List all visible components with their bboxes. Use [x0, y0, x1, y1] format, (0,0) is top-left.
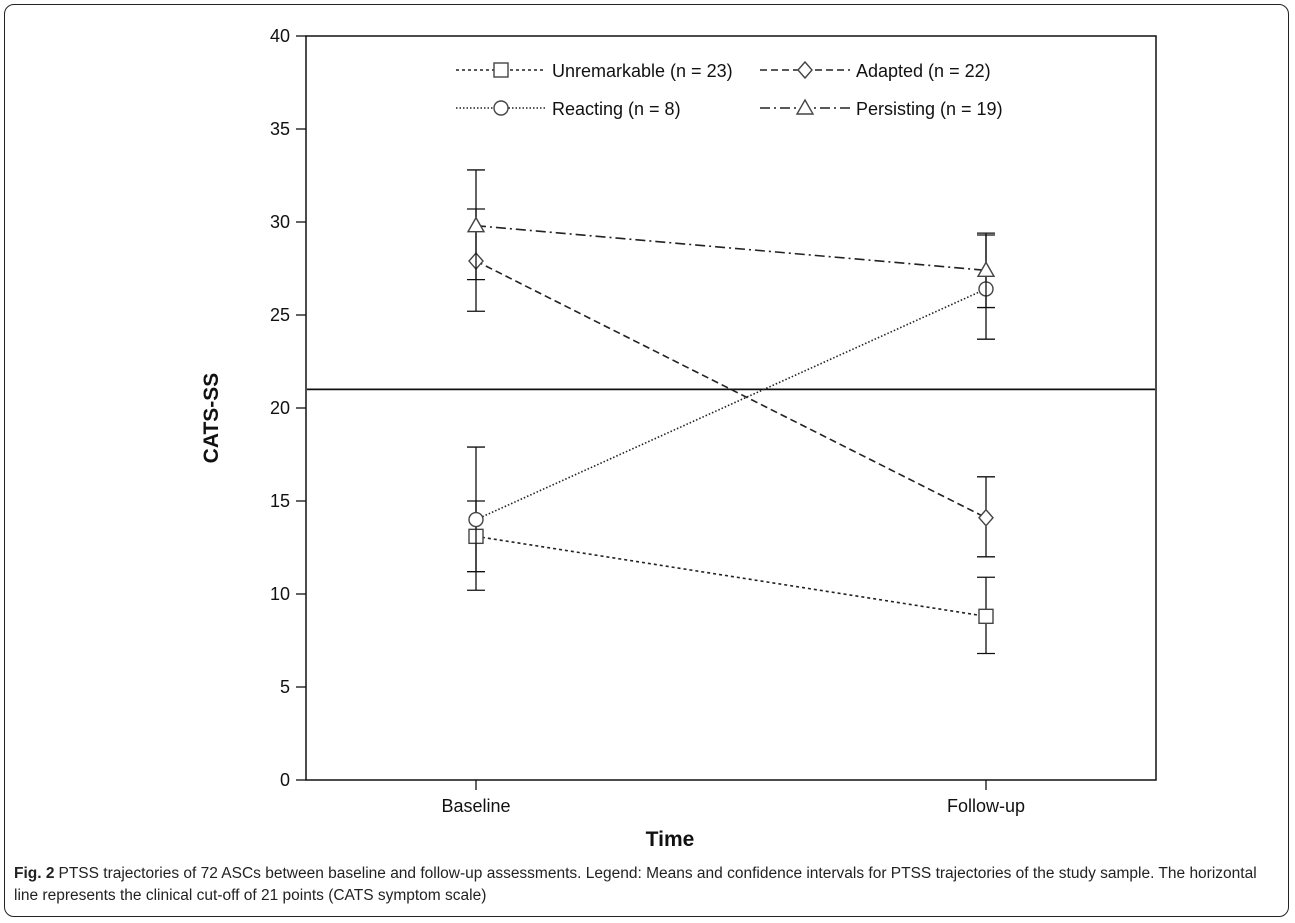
point-1-1	[978, 508, 994, 527]
y-tick-label-20: 20	[270, 398, 290, 418]
series-line-3	[475, 224, 987, 272]
legend-label-0: Unremarkable (n = 23)	[552, 61, 733, 81]
y-tick-label-5: 5	[280, 677, 290, 697]
legend-item-2: Reacting (n = 8)	[456, 99, 681, 119]
plot-frame	[305, 35, 1157, 781]
y-tick-label-40: 40	[270, 26, 290, 46]
x-tick-label-0: Baseline	[441, 796, 510, 816]
line-chart: 0 5 10 15 20 25 30 35 40 Baseline Follow-up Unrema…	[200, 26, 1157, 851]
point-2-0	[468, 511, 484, 528]
x-tick-label-1: Follow-up	[947, 796, 1025, 816]
y-tick-label-15: 15	[270, 491, 290, 511]
y-tick-label-25: 25	[270, 305, 290, 325]
point-3-1	[976, 260, 996, 278]
y-tick-label-0: 0	[280, 770, 290, 790]
legend-marker-0	[493, 62, 509, 78]
series-line-2	[475, 288, 987, 521]
legend-marker-2	[493, 100, 509, 116]
legend-label-1: Adapted (n = 22)	[856, 61, 991, 81]
figure-frame	[4, 4, 1289, 917]
point-3-0	[466, 216, 486, 233]
y-axis-title: CATS-SS	[200, 373, 223, 464]
legend-item-0: Unremarkable (n = 23)	[456, 61, 733, 81]
figure-caption: Fig. 2 PTSS trajectories of 72 ASCs betwe…	[14, 863, 1282, 907]
point-0-1	[978, 608, 994, 625]
caption-label: Fig. 2	[14, 865, 55, 882]
series-1	[467, 208, 995, 558]
series-line-1	[475, 260, 987, 519]
x-axis-title: Time	[646, 828, 695, 851]
series-0	[467, 500, 995, 655]
y-tick-label-30: 30	[270, 212, 290, 232]
legend-marker-3	[795, 98, 815, 115]
series-group	[466, 169, 996, 655]
legend: Unremarkable (n = 23) Adapted (n = 22) Rea…	[456, 60, 1003, 119]
legend-item-3: Persisting (n = 19)	[760, 98, 1003, 119]
series-line-0	[475, 535, 987, 618]
caption-text: PTSS trajectories of 72 ASCs between bas…	[14, 865, 1257, 904]
series-2	[467, 234, 995, 573]
y-tick-label-35: 35	[270, 119, 290, 139]
legend-item-1: Adapted (n = 22)	[760, 60, 991, 81]
y-tick-label-10: 10	[270, 584, 290, 604]
series-3	[466, 169, 996, 309]
legend-label-2: Reacting (n = 8)	[552, 99, 681, 119]
legend-marker-1	[797, 60, 813, 80]
axes: 0 5 10 15 20 25 30 35 40 Baseline Follow-up	[270, 26, 1157, 816]
legend-label-3: Persisting (n = 19)	[856, 99, 1003, 119]
